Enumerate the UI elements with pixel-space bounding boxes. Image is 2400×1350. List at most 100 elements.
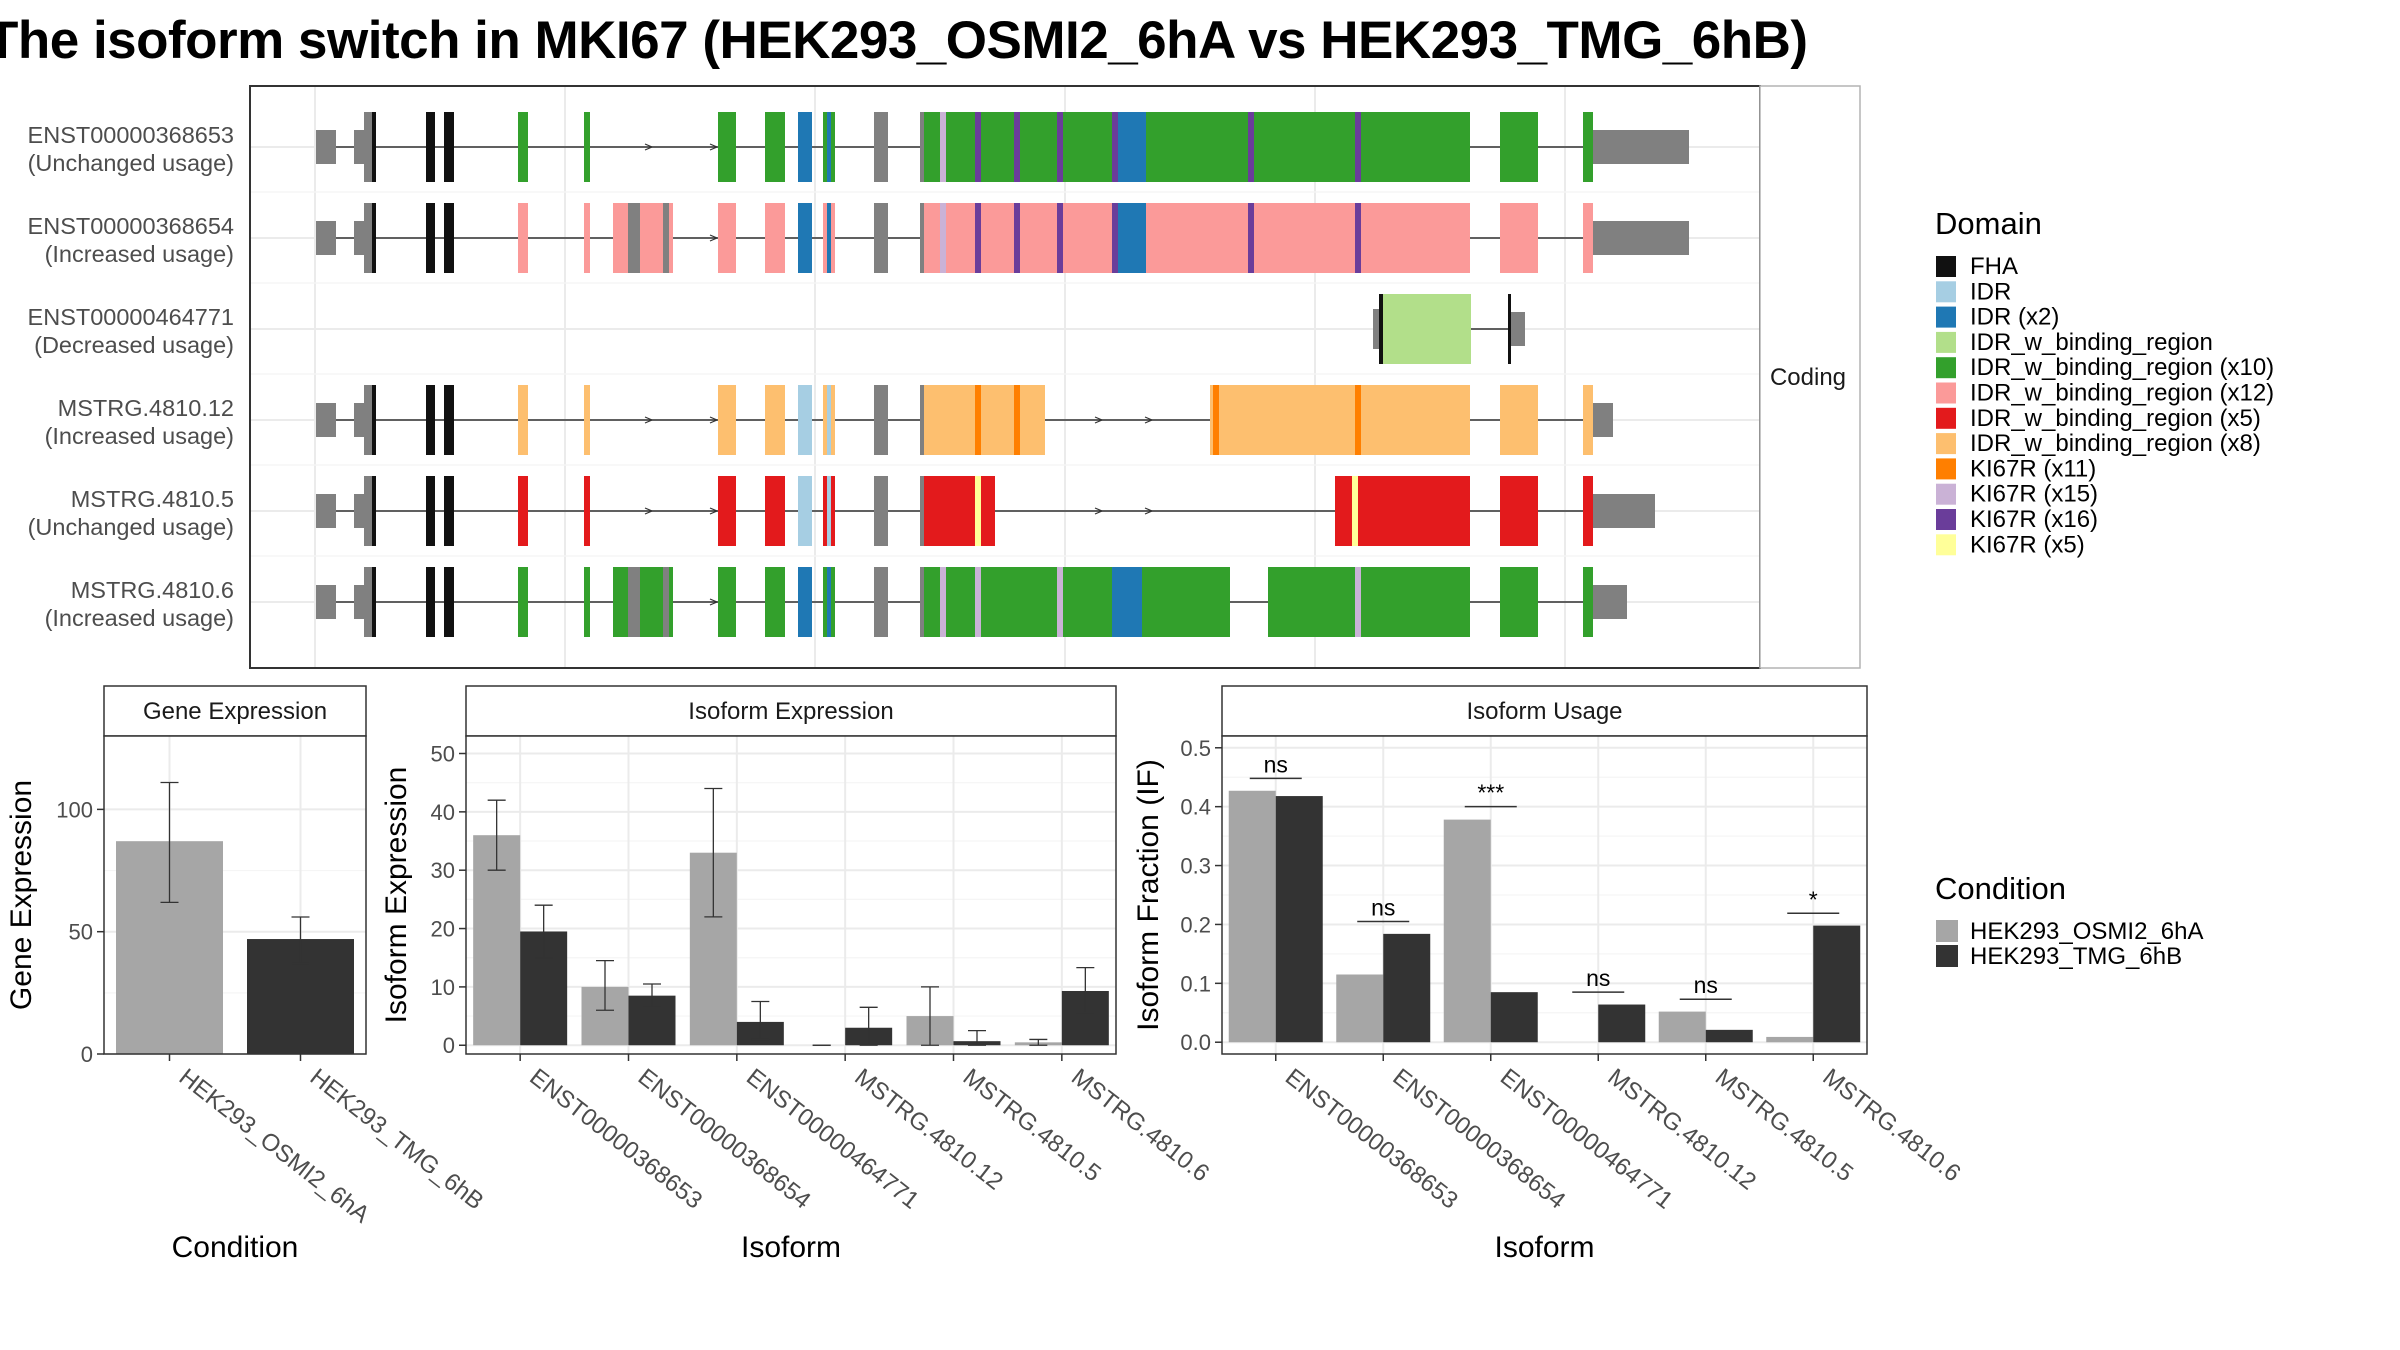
domain-exon [718,385,736,455]
bar [1383,933,1431,1043]
utr-exon [364,203,372,273]
transcript-id-label: ENST00000464771 [28,304,234,330]
transcript-usage-label: (Unchanged usage) [28,514,234,540]
exon-boundary [920,203,924,273]
chart-strip [103,685,367,737]
intron-arrow [709,507,719,515]
idr-exon [827,476,831,546]
ki67r-repeat-mark [1014,385,1020,455]
domain-exon [518,476,528,546]
domain-exon [718,112,736,182]
legend-label-6: IDR_w_binding_region (x5) [1970,405,2261,432]
utr-exon [1593,403,1613,437]
intron-arrow [644,143,654,151]
figure-title: The isoform switch in MKI67 (HEK293_OSMI… [0,11,1808,70]
ki67r-repeat-mark [1014,112,1020,182]
bar [1813,925,1861,1043]
domain-exon [518,567,528,637]
ki67r-repeat-mark [975,203,981,273]
significance-label: ns [1586,965,1610,991]
domain-exon [1500,476,1538,546]
y-tick-label: 0.4 [1180,795,1211,820]
x-axis-title: Isoform [741,1231,841,1264]
y-axis-title: Isoform Expression [380,767,413,1024]
domain-exon [718,567,736,637]
domain-exon [718,476,736,546]
domain-exon [518,385,528,455]
fha-exon [444,203,454,273]
ki67r-repeat-mark [1014,203,1020,273]
legend-swatch-2 [1936,306,1956,328]
chart-title: Isoform Usage [1466,698,1622,725]
domain-exon [584,476,590,546]
utr-exon [354,221,364,255]
intron-arrow [709,234,719,242]
legend-label-1: IDR [1970,278,2011,305]
significance-label: * [1809,886,1818,912]
intron-arrow [709,598,719,606]
utr-exon [364,112,372,182]
idr-exon [827,385,831,455]
idr-exon [798,567,812,637]
bar [1275,796,1323,1043]
fha-exon [444,567,454,637]
bar [1766,1036,1814,1043]
fha-exon [426,385,435,455]
y-tick-label: 30 [431,858,455,883]
domain-exon [920,112,1470,182]
utr-exon [364,385,372,455]
utr-exon [316,585,336,619]
domain-exon [1583,476,1593,546]
x-tick-label: ENST00000368654 [1388,1063,1571,1214]
y-tick-label: 20 [431,917,455,942]
legend-swatch-8 [1936,458,1956,480]
noncoding-exon [874,567,888,637]
facet-strip-label: Coding [1770,364,1846,391]
utr-exon [354,403,364,437]
domain-exon [584,385,590,455]
domain-exon [584,203,590,273]
ki67r-repeat-mark [975,385,981,455]
ki67r-repeat-mark [975,112,981,182]
y-tick-label: 10 [431,975,455,1000]
legend-swatch-5 [1936,382,1956,404]
legend-swatch-1 [1936,281,1956,303]
ki67r-repeat-mark [1355,567,1361,637]
chart-border [465,735,1117,1055]
transcript-id-label: ENST00000368653 [28,122,234,148]
y-tick-label: 50 [431,742,455,767]
utr-exon [364,567,372,637]
domain-exon [518,112,528,182]
chart-title: Isoform Expression [688,698,893,725]
bar [1228,790,1276,1043]
condition-label-0: HEK293_OSMI2_6hA [1970,918,2203,945]
fha-exon [372,567,376,637]
legend-label-9: KI67R (x15) [1970,481,2098,508]
domain-exon [1500,567,1538,637]
domain-exon [1583,203,1593,273]
utr-exon [316,403,336,437]
significance-label: ns [1264,751,1288,777]
idr-x2-segment [1112,567,1142,637]
noncoding-segment [628,203,640,273]
noncoding-exon [874,476,888,546]
ki67r-repeat-mark [1112,112,1118,182]
domain-exon [1583,567,1593,637]
intron-arrow [644,416,654,424]
legend-label-5: IDR_w_binding_region (x12) [1970,380,2274,407]
domain-exon [718,203,736,273]
ki67r-repeat-mark [1352,476,1358,546]
utr-exon [354,585,364,619]
bar [1705,1029,1753,1043]
ki67r-repeat-mark [1057,203,1063,273]
ki67r-repeat-mark [940,203,946,273]
significance-label: ns [1694,972,1718,998]
noncoding-exon [874,112,888,182]
utr-exon [1593,585,1627,619]
domain-exon [584,567,590,637]
legend-label-4: IDR_w_binding_region (x10) [1970,354,2274,381]
legend-swatch-0 [1936,256,1956,277]
transcript-id-label: ENST00000368654 [28,213,234,239]
legend-label-0: FHA [1970,253,2018,280]
domain-exon [765,203,785,273]
